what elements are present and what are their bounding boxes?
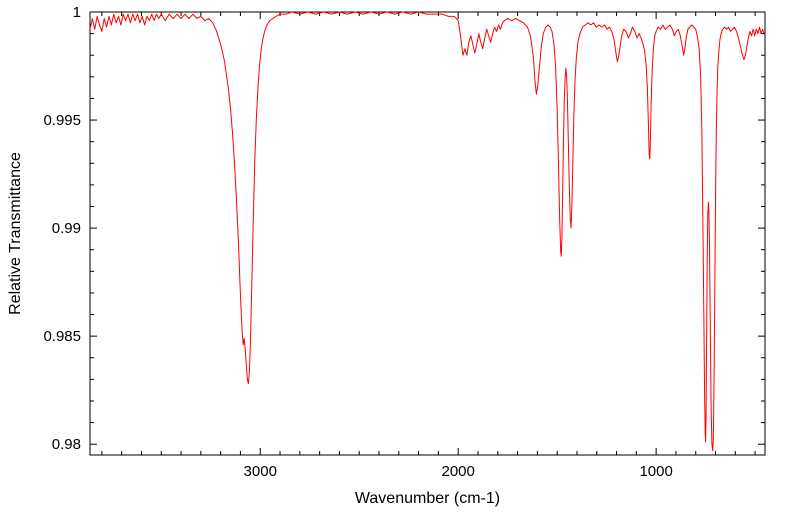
plot-border: [89, 11, 766, 456]
y-tick-label: 0.98: [52, 436, 81, 453]
y-tick-label: 1: [73, 4, 81, 21]
y-tick-label: 0.995: [43, 112, 81, 129]
y-axis-label: Relative Transmittance: [7, 152, 24, 315]
y-tick-label: 0.985: [43, 328, 81, 345]
y-tick-label: 0.99: [52, 220, 81, 237]
x-tick-labels: 3000 2000 1000: [244, 463, 673, 480]
x-tick-label: 3000: [244, 463, 277, 480]
x-tick-label: 2000: [441, 463, 474, 480]
x-tick-label: 1000: [639, 463, 672, 480]
axis-minor-ticks: [90, 12, 765, 455]
y-tick-labels: 0.98 0.985 0.99 0.995 1: [43, 4, 81, 453]
x-axis-label: Wavenumber (cm-1): [355, 490, 500, 507]
spectrum-line: [89, 11, 766, 452]
